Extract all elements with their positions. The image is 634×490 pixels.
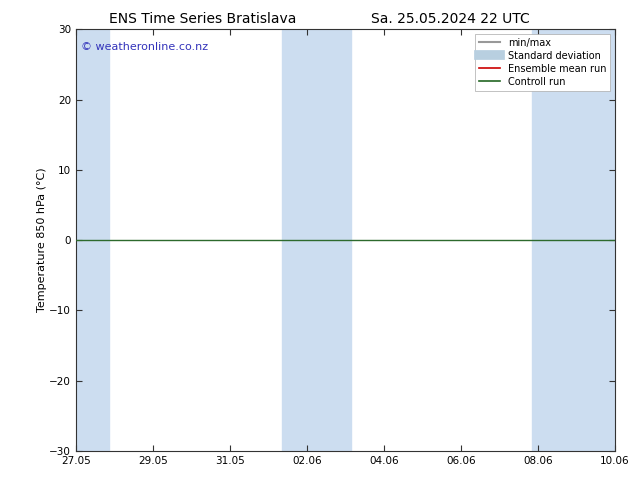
Text: Sa. 25.05.2024 22 UTC: Sa. 25.05.2024 22 UTC xyxy=(371,12,529,26)
Text: © weatheronline.co.nz: © weatheronline.co.nz xyxy=(81,42,209,52)
Bar xyxy=(532,29,617,451)
Legend: min/max, Standard deviation, Ensemble mean run, Controll run: min/max, Standard deviation, Ensemble me… xyxy=(475,34,610,91)
Bar xyxy=(282,29,351,451)
Text: ENS Time Series Bratislava: ENS Time Series Bratislava xyxy=(109,12,297,26)
Bar xyxy=(74,29,109,451)
Y-axis label: Temperature 850 hPa (°C): Temperature 850 hPa (°C) xyxy=(37,168,46,313)
